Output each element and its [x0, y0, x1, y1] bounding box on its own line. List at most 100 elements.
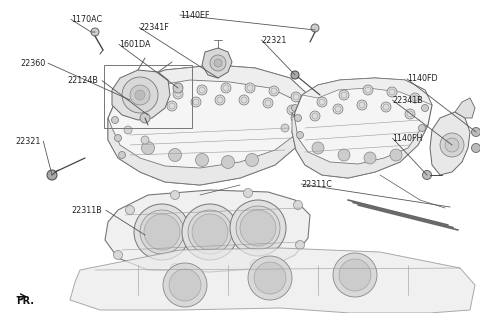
Circle shape	[339, 259, 371, 291]
Circle shape	[182, 204, 238, 260]
Polygon shape	[130, 65, 310, 108]
Circle shape	[167, 101, 177, 111]
Circle shape	[173, 83, 183, 93]
Circle shape	[214, 59, 222, 67]
Text: 22321: 22321	[15, 137, 41, 146]
Polygon shape	[302, 78, 432, 105]
Circle shape	[170, 191, 180, 199]
Polygon shape	[108, 65, 310, 185]
Circle shape	[135, 90, 145, 100]
Circle shape	[173, 89, 183, 99]
Circle shape	[363, 85, 373, 95]
Circle shape	[113, 250, 122, 259]
Circle shape	[188, 210, 232, 254]
Circle shape	[471, 127, 480, 136]
Circle shape	[410, 93, 420, 103]
Circle shape	[333, 104, 343, 114]
Circle shape	[357, 100, 367, 110]
Circle shape	[134, 204, 190, 260]
Circle shape	[140, 210, 184, 254]
Circle shape	[215, 95, 225, 105]
Circle shape	[119, 151, 125, 158]
Circle shape	[91, 28, 99, 36]
Circle shape	[312, 142, 324, 154]
Circle shape	[387, 87, 397, 97]
Circle shape	[281, 124, 289, 132]
Polygon shape	[455, 98, 475, 118]
Circle shape	[419, 125, 425, 131]
Text: 1140FD: 1140FD	[407, 74, 438, 83]
Polygon shape	[70, 248, 475, 313]
Circle shape	[192, 214, 228, 250]
Text: 1140EF: 1140EF	[180, 11, 209, 19]
Circle shape	[239, 95, 249, 105]
Circle shape	[291, 114, 299, 122]
Circle shape	[111, 116, 119, 124]
Polygon shape	[108, 118, 305, 185]
Circle shape	[210, 55, 226, 71]
Circle shape	[338, 149, 350, 161]
Circle shape	[333, 253, 377, 297]
Circle shape	[291, 71, 299, 79]
Circle shape	[311, 24, 319, 32]
Polygon shape	[112, 70, 170, 120]
Circle shape	[124, 126, 132, 134]
Circle shape	[310, 111, 320, 121]
Circle shape	[195, 153, 208, 167]
Text: 1170AC: 1170AC	[71, 15, 102, 24]
Circle shape	[236, 206, 280, 250]
Circle shape	[317, 97, 327, 107]
Circle shape	[191, 97, 201, 107]
Circle shape	[339, 90, 349, 100]
Polygon shape	[202, 48, 232, 78]
Text: 22360: 22360	[20, 59, 46, 68]
Circle shape	[197, 85, 207, 95]
Polygon shape	[105, 190, 310, 272]
Circle shape	[122, 77, 158, 113]
Text: 22311C: 22311C	[301, 180, 332, 188]
Circle shape	[230, 200, 286, 256]
Circle shape	[364, 152, 376, 164]
Circle shape	[297, 131, 303, 138]
Polygon shape	[430, 112, 470, 175]
Circle shape	[295, 115, 301, 121]
Circle shape	[140, 113, 150, 123]
Circle shape	[471, 143, 480, 152]
Circle shape	[296, 240, 304, 249]
Circle shape	[405, 109, 415, 119]
Circle shape	[243, 188, 252, 198]
Circle shape	[440, 133, 464, 157]
Text: 22341B: 22341B	[393, 96, 423, 105]
Circle shape	[263, 98, 273, 108]
Circle shape	[169, 269, 201, 301]
Circle shape	[445, 138, 459, 152]
Text: 22321: 22321	[262, 36, 287, 44]
Text: FR.: FR.	[16, 296, 35, 306]
Circle shape	[47, 170, 57, 180]
Text: 1601DA: 1601DA	[119, 40, 151, 49]
Circle shape	[168, 148, 181, 162]
Circle shape	[422, 171, 432, 179]
Circle shape	[295, 140, 301, 146]
Circle shape	[115, 135, 121, 141]
Circle shape	[163, 263, 207, 307]
Circle shape	[245, 153, 259, 167]
Text: 22311B: 22311B	[71, 206, 102, 215]
Circle shape	[251, 259, 260, 269]
Circle shape	[150, 95, 160, 105]
Circle shape	[170, 264, 180, 273]
Circle shape	[143, 107, 153, 117]
Circle shape	[269, 86, 279, 96]
Circle shape	[421, 105, 429, 111]
Circle shape	[221, 83, 231, 93]
Circle shape	[245, 83, 255, 93]
Circle shape	[248, 256, 292, 300]
Circle shape	[130, 85, 150, 105]
Text: 22124B: 22124B	[67, 76, 98, 85]
Polygon shape	[292, 78, 432, 178]
Circle shape	[381, 102, 391, 112]
Circle shape	[221, 156, 235, 168]
Circle shape	[287, 105, 297, 115]
Circle shape	[291, 92, 301, 102]
Circle shape	[240, 210, 276, 246]
